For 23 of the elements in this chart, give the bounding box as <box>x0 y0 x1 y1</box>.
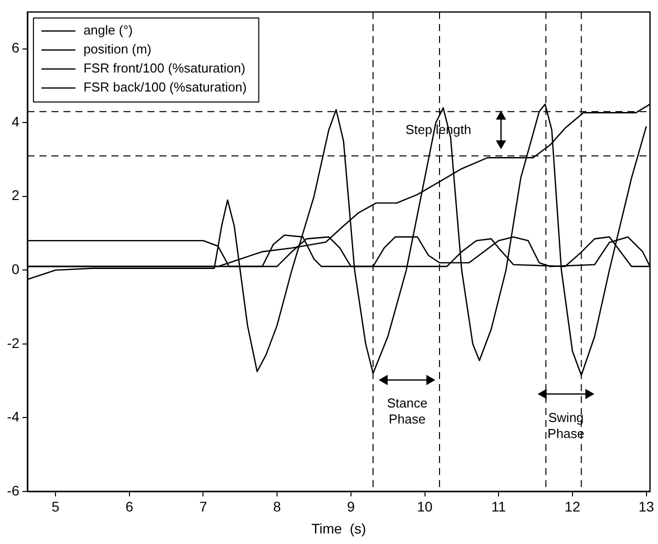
x-tick-label: 13 <box>638 498 654 515</box>
y-tick-label: 6 <box>12 40 20 56</box>
y-tick-label: 4 <box>12 113 20 130</box>
x-tick-label: 10 <box>416 498 433 515</box>
y-tick-label: -4 <box>6 408 20 425</box>
legend-label: position (m) <box>83 42 152 57</box>
x-axis-title: Time (s) <box>311 520 366 536</box>
annotation: Swing Phase <box>548 410 584 441</box>
y-tick-label: -2 <box>6 334 20 351</box>
x-tick-label: 9 <box>347 498 356 515</box>
x-tick-label: 7 <box>199 498 208 515</box>
legend-label: angle (°) <box>83 22 133 38</box>
y-tick-label: -6 <box>6 482 20 498</box>
legend-label: FSR back/100 (%saturation) <box>83 80 247 95</box>
y-tick-label: 0 <box>12 261 20 277</box>
y-tick-label: 2 <box>12 187 20 204</box>
x-tick-label: 6 <box>125 498 134 515</box>
x-tick-label: 8 <box>273 498 282 515</box>
x-tick-label: 12 <box>564 498 580 515</box>
legend-label: FSR front/100 (%saturation) <box>83 60 246 76</box>
annotation: Stance Phase <box>386 395 428 426</box>
x-tick-label: 5 <box>52 498 60 515</box>
x-tick-label: 11 <box>491 498 506 515</box>
